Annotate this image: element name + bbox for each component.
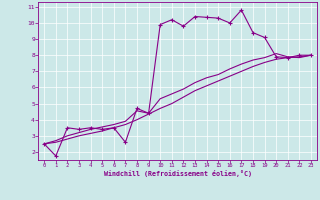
X-axis label: Windchill (Refroidissement éolien,°C): Windchill (Refroidissement éolien,°C)	[104, 170, 252, 177]
